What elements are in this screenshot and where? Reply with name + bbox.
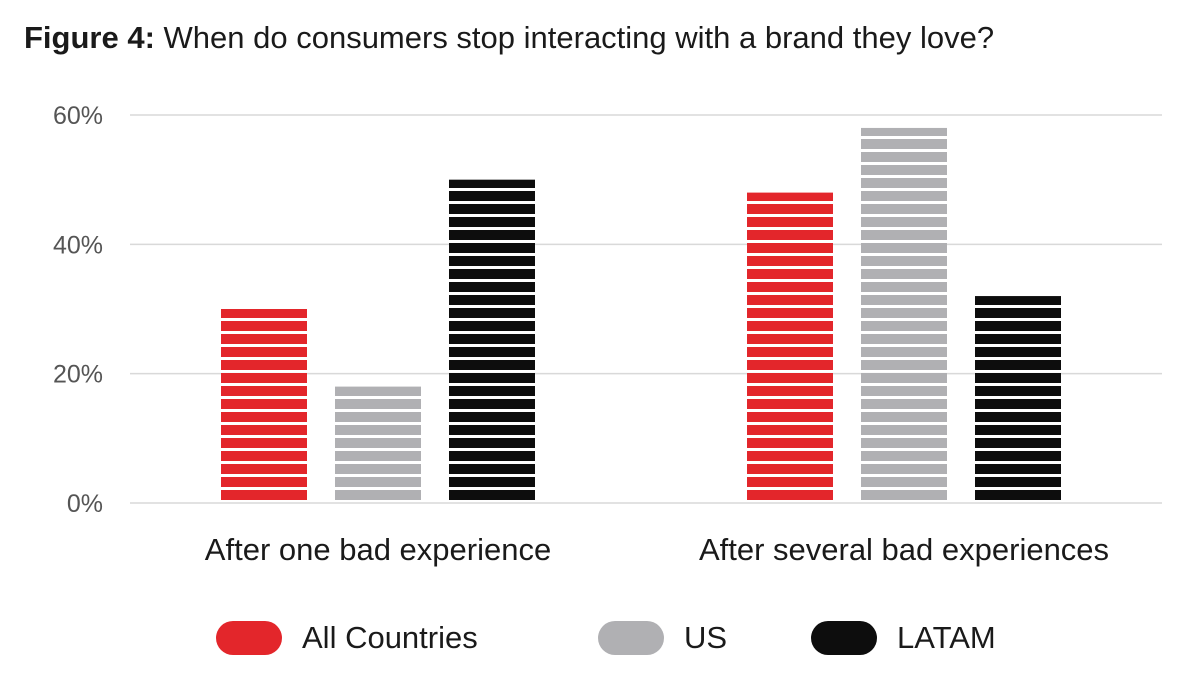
y-axis-ticks: 0% 20% 40% 60% [53,102,103,518]
y-tick-label: 0% [67,490,103,518]
legend-swatch [216,621,282,655]
x-category-label: After one bad experience [205,532,551,567]
y-tick-label: 20% [53,361,103,389]
legend-item-all-countries: All Countries [216,612,478,664]
legend-label: All Countries [302,620,478,655]
bar-all-countries-1 [221,309,307,503]
legend-swatch [811,621,877,655]
bar-chart: 0%20%40%60% After one bad experience Afte… [53,102,1162,567]
legend-swatch [598,621,664,655]
chart-title: Figure 4: When do consumers stop interac… [24,18,994,58]
legend-item-latam: LATAM [811,612,996,664]
chart-title-text: When do consumers stop interacting with … [154,20,995,55]
bar-latam-1 [449,179,535,503]
chart-title-prefix: Figure 4: [24,20,155,55]
y-tick-label: 40% [53,231,103,259]
legend: All Countries US LATAM [0,612,1200,664]
bar-us-2 [861,127,947,503]
bar-all-countries-2 [747,192,833,503]
x-category-label: After several bad experiences [699,532,1109,567]
bar-us-1 [335,386,421,503]
legend-label: US [684,620,728,655]
bars [221,127,1061,503]
legend-item-us: US [598,612,727,664]
legend-label: LATAM [897,620,996,655]
y-tick-label: 60% [53,102,103,130]
x-axis-categories: After one bad experience After several ba… [205,532,1109,567]
bar-latam-2 [975,296,1061,503]
